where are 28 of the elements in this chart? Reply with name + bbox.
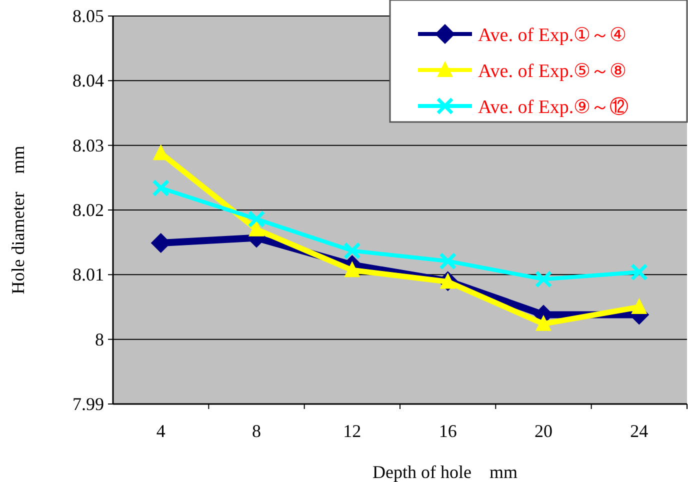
x-tick-label: 24: [630, 421, 648, 441]
point: [536, 314, 552, 331]
x-tick-label: 20: [534, 421, 552, 441]
point: [248, 220, 264, 236]
point: [248, 210, 266, 228]
point: [631, 298, 648, 314]
y-tick-label: 8: [95, 329, 104, 350]
x-tick-label: 8: [252, 421, 261, 441]
x-tick-label: 12: [343, 421, 362, 441]
legend-label: Ave. of Exp.①～④: [478, 25, 627, 46]
point: [439, 252, 457, 270]
legend-label: Ave. of Exp.⑨～⑫: [478, 97, 629, 118]
y-tick-label: 8.04: [72, 70, 104, 91]
x-axis-title: Depth of hole mm: [372, 462, 518, 482]
point: [343, 242, 361, 260]
y-axis-title: Hole diameter mm: [8, 146, 28, 294]
point: [152, 179, 170, 197]
x-tick-label: 16: [438, 421, 457, 441]
point: [630, 263, 648, 281]
legend-label: Ave. of Exp.⑤～⑧: [478, 61, 627, 82]
y-tick-label: 8.01: [72, 264, 104, 285]
point: [534, 270, 552, 288]
y-tick-label: 8.05: [72, 6, 104, 26]
x-tick-label: 4: [156, 421, 166, 441]
y-tick-label: 8.02: [72, 200, 104, 220]
point: [344, 261, 360, 278]
y-tick-label: 8.03: [72, 135, 104, 156]
y-tick-label: 7.99: [72, 394, 104, 414]
